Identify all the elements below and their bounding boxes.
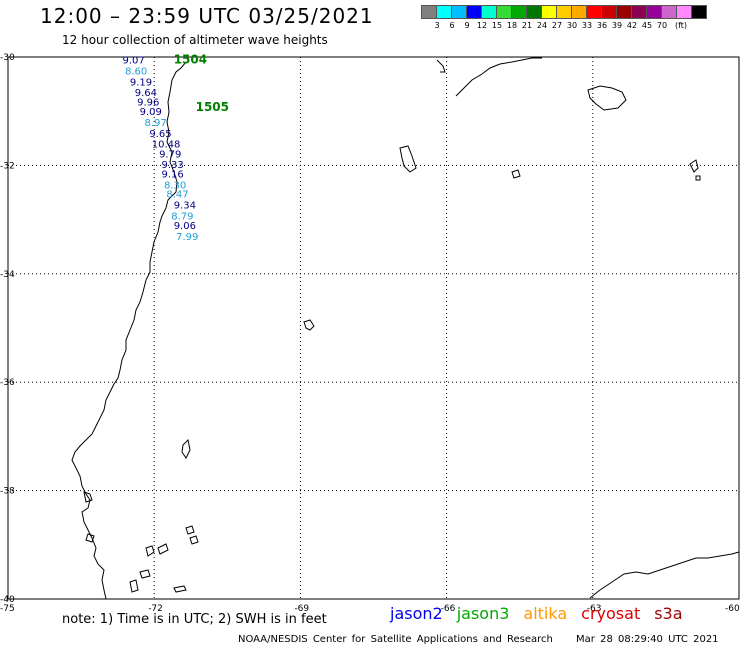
colorbar-swatch <box>691 5 707 19</box>
generated-timestamp: Mar 28 08:29:40 UTC 2021 <box>576 634 719 645</box>
colorbar-tick-label: 36 <box>596 21 608 30</box>
colorbar-tick-label: 21 <box>521 21 533 30</box>
longitude-label: -66 <box>441 604 456 614</box>
pass-number-label: 1504 <box>174 53 207 67</box>
pass-number-label: 1505 <box>196 100 229 114</box>
lake-8 <box>189 535 199 545</box>
wave-height-colorbar <box>421 5 707 19</box>
wave-height-value: 8.47 <box>166 190 188 201</box>
colorbar-tick-label: (ft) <box>674 21 688 30</box>
coastline <box>71 57 740 600</box>
wave-height-value: 9.96 <box>137 97 159 108</box>
wave-height-value: 9.79 <box>159 149 181 160</box>
island-coast-2 <box>85 533 95 543</box>
latitude-label: -34 <box>0 270 15 280</box>
footnote: note: 1) Time is in UTC; 2) SWH is in fe… <box>62 612 327 627</box>
longitude-label: -72 <box>148 604 163 614</box>
latitude-label: -30 <box>0 53 15 63</box>
latitude-label: -32 <box>0 161 15 171</box>
wave-height-value: 9.09 <box>140 107 162 118</box>
colorbar-labels: 3 6 9 12 15 18 21 24 27 30 33 36 39 42 45 70 (ft) <box>421 21 740 33</box>
lake-1 <box>181 438 191 459</box>
satellite-legend-item: s3a <box>654 604 683 623</box>
lake-central-3 <box>303 319 315 331</box>
wave-height-value: 9.07 <box>123 56 145 67</box>
wave-height-value: 9.19 <box>130 77 152 88</box>
credit-line: NOAA/NESDIS Center for Satellite Applica… <box>238 634 719 645</box>
wave-height-value: 8.60 <box>125 67 147 78</box>
wave-height-value: 9.34 <box>174 200 196 211</box>
lake-7 <box>173 585 187 593</box>
lake-5 <box>139 569 151 579</box>
latitude-label: -40 <box>0 595 15 605</box>
colorbar-tick-label: 12 <box>476 21 488 30</box>
wave-height-value: 9.06 <box>174 221 196 232</box>
colorbar-tick-label: 70 <box>656 21 668 30</box>
colorbar-tick-label: 15 <box>491 21 503 30</box>
map-title: 12:00 – 23:59 UTC 03/25/2021 <box>40 4 374 28</box>
colorbar-tick-label: 27 <box>551 21 563 30</box>
satellite-legend: jason2 jason3 altika cryosat s3a <box>390 604 683 623</box>
colorbar-tick-label: 39 <box>611 21 623 30</box>
wave-height-value: 8.97 <box>144 118 166 129</box>
latitude-label: -36 <box>0 378 15 388</box>
lake-east-1 <box>689 159 699 173</box>
lake-central-1 <box>399 145 417 173</box>
colorbar-tick-label: 33 <box>581 21 593 30</box>
longitude-label: -69 <box>294 604 309 614</box>
longitude-label: -63 <box>587 604 602 614</box>
satellite-legend-item: altika <box>523 604 568 623</box>
chile-coastline <box>71 61 187 600</box>
wave-height-value: 9.65 <box>149 129 171 140</box>
wave-height-value: 10.48 <box>152 140 181 151</box>
credit-text: NOAA/NESDIS Center for Satellite Applica… <box>238 634 553 645</box>
longitude-label: -60 <box>725 604 740 614</box>
island-coast-1 <box>83 491 93 503</box>
wave-height-value: 8.79 <box>171 211 193 222</box>
argentina-coast-north <box>436 57 542 97</box>
wave-height-measurements: 9.078.609.199.649.969.098.979.6510.489.7… <box>123 56 199 243</box>
colorbar-tick-label: 45 <box>641 21 653 30</box>
longitude-label: -75 <box>0 604 15 614</box>
lake-3 <box>145 545 155 557</box>
colorbar-tick-label: 42 <box>626 21 638 30</box>
lake-east-2 <box>695 175 701 181</box>
graticule-grid: -30 -32 -34 -36 -38 -40-75 -72 -69 -66 -63 -60 <box>0 53 740 614</box>
colorbar-tick-label: 9 <box>464 21 470 30</box>
colorbar-tick-label: 30 <box>566 21 578 30</box>
map-subtitle: 12 hour collection of altimeter wave hei… <box>62 33 328 47</box>
satellite-legend-item: cryosat <box>581 604 641 623</box>
plot-frame <box>7 56 740 600</box>
lake-2 <box>185 525 195 535</box>
colorbar-tick-label: 24 <box>536 21 548 30</box>
lake-6 <box>129 579 139 593</box>
lake-central-2 <box>511 169 521 179</box>
mar-chiquita-lake <box>587 85 627 111</box>
pass-labels: 1504 1505 <box>174 53 229 114</box>
lake-4 <box>157 543 169 555</box>
satellite-legend-item: jason2 <box>390 604 443 623</box>
wave-height-value: 8.30 <box>164 180 186 191</box>
colorbar-tick-label: 6 <box>449 21 455 30</box>
wave-height-value: 7.99 <box>176 232 198 243</box>
colorbar-tick-label: 3 <box>434 21 440 30</box>
wave-height-value: 9.16 <box>162 170 184 181</box>
satellite-legend-item: jason3 <box>456 604 510 623</box>
argentina-coast-south <box>589 551 740 599</box>
wave-height-value: 9.64 <box>135 88 157 99</box>
latitude-label: -38 <box>0 487 15 497</box>
colorbar-tick-label: 18 <box>506 21 518 30</box>
wave-height-value: 9.33 <box>162 160 184 171</box>
